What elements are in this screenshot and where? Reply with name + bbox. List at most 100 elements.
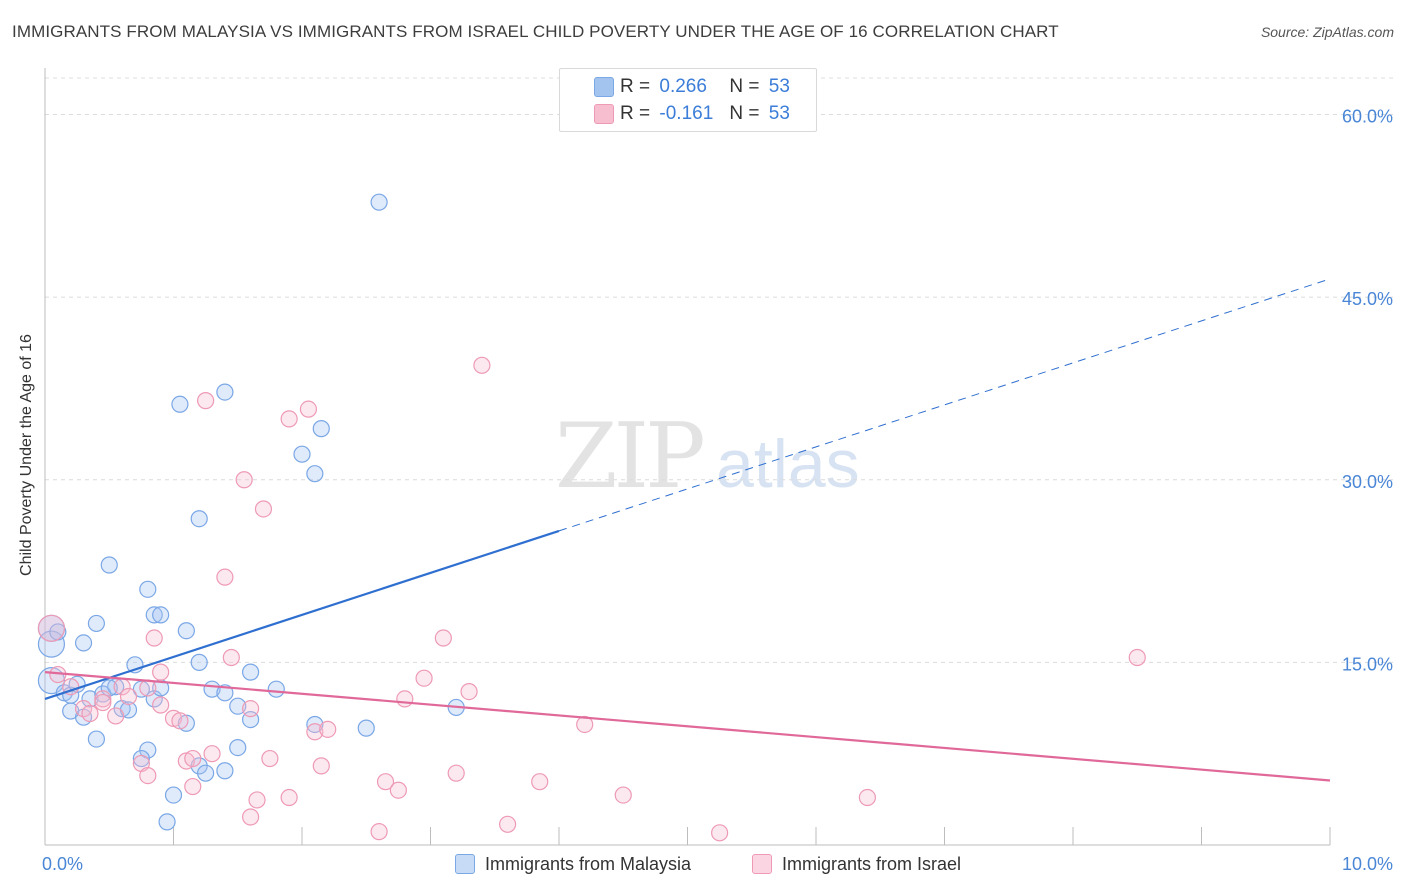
point-israel: [197, 392, 215, 410]
point-israel: [242, 808, 260, 826]
legend-r-value-malaysia: 0.266: [659, 76, 707, 97]
legend-n-label: N =: [729, 76, 760, 97]
bottom-legend-malaysia: Immigrants from Malaysia: [455, 852, 691, 876]
point-israel: [858, 788, 877, 807]
point-israel: [1128, 648, 1146, 667]
point-malaysia: [132, 749, 150, 768]
point-malaysia: [171, 395, 189, 413]
point-israel: [499, 815, 517, 833]
point-israel: [370, 823, 388, 841]
point-israel: [94, 690, 112, 708]
point-malaysia: [164, 786, 183, 804]
point-malaysia: [242, 663, 260, 681]
legend-n-value-israel: 53: [768, 103, 790, 124]
point-israel: [171, 712, 189, 730]
point-israel: [415, 669, 433, 687]
point-israel: [248, 791, 266, 809]
point-israel: [94, 693, 112, 712]
point-israel: [299, 400, 318, 418]
point-malaysia: [190, 510, 208, 528]
point-malaysia: [139, 580, 157, 598]
point-malaysia: [267, 680, 285, 698]
bottom-legend-swatch-israel: [752, 854, 772, 874]
y-tick-label: 15.0%: [1342, 654, 1393, 674]
point-malaysia: [145, 606, 163, 624]
y-tick-label: 30.0%: [1342, 472, 1393, 492]
bottom-legend-label-israel: Immigrants from Israel: [782, 853, 962, 874]
point-israel: [396, 690, 414, 708]
point-israel: [306, 723, 324, 741]
legend-n-value-malaysia: 53: [768, 76, 790, 97]
point-israel: [152, 663, 170, 681]
y-tick-label: 45.0%: [1342, 289, 1393, 309]
point-israel: [312, 757, 330, 775]
source-credit: Source: ZipAtlas.com: [1260, 24, 1394, 40]
point-israel: [184, 777, 202, 796]
bottom-legend-label-malaysia: Immigrants from Malaysia: [485, 853, 692, 874]
legend-swatch-malaysia: [594, 77, 614, 97]
bottom-legend-israel: Immigrants from Israel: [752, 852, 961, 876]
point-israel: [216, 568, 234, 586]
legend-n-label: N =: [729, 103, 760, 124]
legend-row-malaysia: R = 0.266 N = 53: [594, 76, 790, 98]
point-israel: [81, 704, 99, 723]
point-israel: [280, 410, 298, 428]
point-malaysia: [152, 606, 170, 624]
point-israel: [711, 824, 729, 842]
point-israel: [119, 687, 138, 706]
point-israel: [139, 767, 157, 785]
point-israel: [376, 773, 395, 791]
point-israel: [280, 788, 298, 807]
point-malaysia: [37, 630, 66, 658]
point-israel: [473, 356, 491, 374]
point-malaysia: [357, 719, 375, 737]
point-malaysia: [87, 730, 106, 748]
point-malaysia: [306, 715, 324, 734]
legend-r-label: R =: [620, 103, 651, 124]
point-israel: [261, 749, 279, 768]
point-malaysia: [100, 679, 118, 697]
point-israel: [184, 749, 202, 768]
point-malaysia: [370, 193, 388, 211]
x-tick-label: 0.0%: [42, 854, 83, 874]
point-israel: [145, 629, 163, 647]
point-israel: [531, 773, 549, 791]
point-israel: [434, 629, 452, 647]
correlation-legend: R = 0.266 N = 53 R = -0.161 N = 53: [559, 68, 817, 132]
point-malaysia: [145, 690, 163, 708]
point-israel: [389, 781, 407, 799]
point-israel: [460, 682, 478, 701]
legend-r-value-israel: -0.161: [659, 103, 714, 124]
point-israel: [235, 471, 253, 489]
trend-line-israel: [44, 671, 1331, 782]
point-malaysia: [177, 622, 195, 640]
point-malaysia: [197, 764, 215, 782]
legend-swatch-israel: [594, 104, 614, 124]
point-malaysia: [81, 690, 99, 708]
point-israel: [242, 700, 260, 718]
point-malaysia: [74, 634, 93, 652]
trend-line-malaysia-extrapolated: [558, 278, 1331, 532]
trend-line-malaysia: [44, 529, 560, 700]
point-malaysia: [190, 653, 208, 671]
point-malaysia: [293, 445, 311, 463]
point-malaysia: [100, 556, 118, 574]
y-tick-label: 60.0%: [1342, 107, 1393, 127]
point-malaysia: [158, 813, 176, 831]
point-malaysia: [216, 762, 234, 780]
point-israel: [107, 707, 125, 725]
point-israel: [254, 500, 273, 518]
point-israel: [614, 786, 632, 804]
watermark-atlas: atlas: [716, 426, 860, 502]
y-axis-label: Child Poverty Under the Age of 16: [18, 334, 35, 576]
legend-row-israel: R = -0.161 N = 53: [594, 103, 790, 125]
point-malaysia: [306, 465, 324, 483]
point-malaysia: [216, 684, 234, 702]
point-israel: [222, 648, 240, 667]
point-israel: [203, 745, 221, 763]
point-israel: [447, 764, 465, 782]
legend-r-label: R =: [620, 76, 651, 97]
bottom-legend-swatch-malaysia: [455, 854, 475, 874]
point-malaysia: [87, 614, 106, 633]
point-israel: [319, 720, 337, 738]
